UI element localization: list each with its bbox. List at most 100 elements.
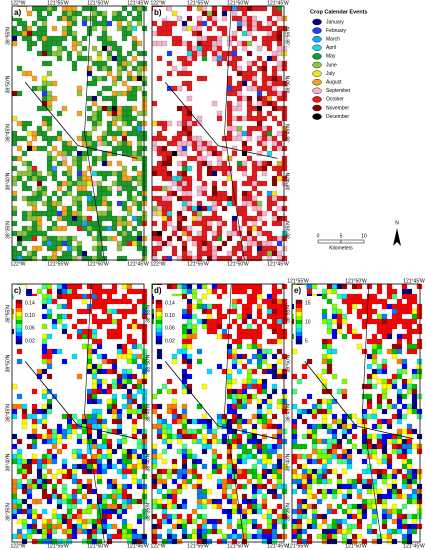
field-patch <box>86 478 93 485</box>
field-patch <box>216 463 223 470</box>
field-patch <box>246 478 253 485</box>
field-patch <box>411 293 418 300</box>
field-patch <box>101 513 108 520</box>
field-patch <box>346 483 353 490</box>
field-patch <box>291 488 298 495</box>
field-patch <box>416 323 423 330</box>
field-patch <box>136 413 143 420</box>
field-patch <box>316 513 323 520</box>
field-patch <box>41 35 48 42</box>
field-patch <box>41 175 48 182</box>
field-patch <box>266 403 273 410</box>
field-patch <box>126 50 133 57</box>
field-patch <box>196 533 203 540</box>
field-patch <box>151 100 158 107</box>
field-patch <box>151 140 158 147</box>
field-patch <box>191 145 198 152</box>
field-patch <box>396 513 403 520</box>
field-patch <box>31 40 38 47</box>
field-patch <box>166 438 173 445</box>
field-patch <box>411 468 418 475</box>
field-patch <box>41 85 48 92</box>
field-patch <box>266 190 273 197</box>
field-patch <box>101 10 108 17</box>
field-patch <box>136 388 143 395</box>
field-patch <box>391 293 398 300</box>
field-patch <box>271 90 278 97</box>
road <box>84 5 105 261</box>
field-patch <box>81 180 88 187</box>
field-patch <box>296 518 303 525</box>
field-patch <box>231 308 238 315</box>
field-patch <box>181 225 188 232</box>
field-patch <box>266 160 273 167</box>
field-patch <box>216 160 223 167</box>
field-patch <box>46 205 53 212</box>
field-patch <box>241 195 248 202</box>
field-patch <box>71 488 78 495</box>
field-patch <box>331 413 338 420</box>
field-patch <box>231 55 238 62</box>
field-patch <box>16 250 23 257</box>
field-patch <box>66 433 73 440</box>
field-patch <box>176 488 183 495</box>
field-patch <box>101 453 108 460</box>
field-patch <box>71 10 78 17</box>
field-patch <box>261 383 268 390</box>
field-patch <box>401 523 408 530</box>
field-patch <box>121 508 128 515</box>
field-patch <box>136 150 143 157</box>
field-patch <box>41 393 48 400</box>
field-patch <box>141 323 148 330</box>
field-patch <box>156 150 163 157</box>
colorbar-step <box>296 340 302 345</box>
field-patch <box>376 318 383 325</box>
field-patch <box>241 363 248 370</box>
field-patch <box>86 205 93 212</box>
field-patch <box>11 513 18 520</box>
field-patch <box>131 130 138 137</box>
field-patch <box>416 393 423 400</box>
field-patch <box>416 473 423 480</box>
field-patch <box>56 288 63 295</box>
field-patch <box>16 175 23 182</box>
field-patch <box>161 418 168 425</box>
field-patch <box>401 448 408 455</box>
field-patch <box>91 458 98 465</box>
field-patch <box>376 398 383 405</box>
field-patch <box>216 323 223 330</box>
field-patch <box>136 145 143 152</box>
field-patch <box>316 453 323 460</box>
field-patch <box>271 353 278 360</box>
field-patch <box>276 90 283 97</box>
field-patch <box>86 468 93 475</box>
field-patch <box>256 120 263 127</box>
field-patch <box>391 443 398 450</box>
field-patch <box>41 493 48 500</box>
field-patch <box>81 438 88 445</box>
field-patch <box>51 318 58 325</box>
field-patch <box>416 328 423 335</box>
field-patch <box>251 35 258 42</box>
field-patch <box>176 40 183 47</box>
field-patch <box>136 483 143 490</box>
field-patch <box>221 478 228 485</box>
field-patch <box>176 140 183 147</box>
field-patch <box>411 428 418 435</box>
field-patch <box>26 508 33 515</box>
field-patch <box>256 348 263 355</box>
field-patch <box>321 458 328 465</box>
field-patch <box>216 25 223 32</box>
field-patch <box>201 513 208 520</box>
field-patch <box>231 85 238 92</box>
field-patch <box>221 433 228 440</box>
field-patch <box>41 303 48 310</box>
field-patch <box>326 478 333 485</box>
field-patch <box>276 250 283 257</box>
field-patch <box>321 463 328 470</box>
field-patch <box>81 483 88 490</box>
field-patch <box>71 45 78 52</box>
field-patch <box>411 343 418 350</box>
field-patch <box>181 165 188 172</box>
field-patch <box>151 220 158 227</box>
